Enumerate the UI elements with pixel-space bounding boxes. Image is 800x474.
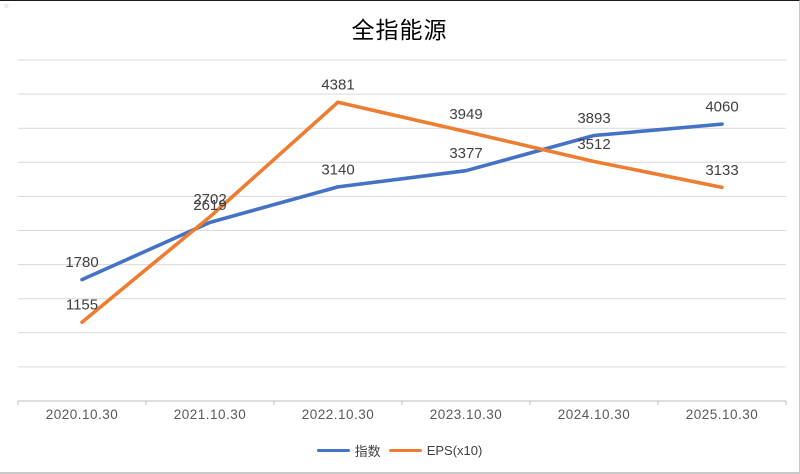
data-label: 3949	[449, 106, 482, 123]
corner-artifact-icon: ✕	[3, 2, 10, 11]
x-axis-tick-label: 2025.10.30	[686, 407, 759, 422]
series-line-指数	[80, 122, 724, 282]
data-label: 4381	[321, 77, 354, 94]
x-axis-tick-label: 2024.10.30	[558, 407, 631, 422]
legend-label-eps: EPS(x10)	[426, 443, 483, 458]
data-label: 4060	[705, 99, 738, 116]
chart-title: 全指能源	[351, 18, 448, 44]
data-label: 1155	[66, 297, 98, 314]
data-label: 3133	[705, 162, 738, 179]
data-label: 2702	[193, 191, 226, 208]
index-series-line-swatch	[316, 449, 350, 452]
data-label: 2619	[193, 197, 226, 214]
data-label: 3893	[577, 110, 610, 127]
data-label: 3140	[321, 161, 354, 178]
x-axis-tick-label: 2022.10.30	[302, 407, 375, 422]
chart-legend: 指数 EPS(x10)	[0, 441, 799, 460]
eps-series-line-swatch	[388, 449, 422, 452]
x-axis-tick-label: 2023.10.30	[430, 407, 503, 422]
data-label: 3512	[577, 136, 610, 153]
data-label: 1780	[65, 254, 98, 271]
legend-item-index: 指数	[316, 441, 381, 460]
legend-label-index: 指数	[354, 444, 381, 459]
series-line-EPS(x10)	[80, 100, 724, 325]
x-axis-tick-label: 2020.10.30	[46, 407, 119, 422]
data-label: 3377	[449, 145, 482, 162]
legend-item-eps: EPS(x10)	[388, 443, 483, 458]
x-axis-tick-label: 2021.10.30	[174, 407, 247, 422]
